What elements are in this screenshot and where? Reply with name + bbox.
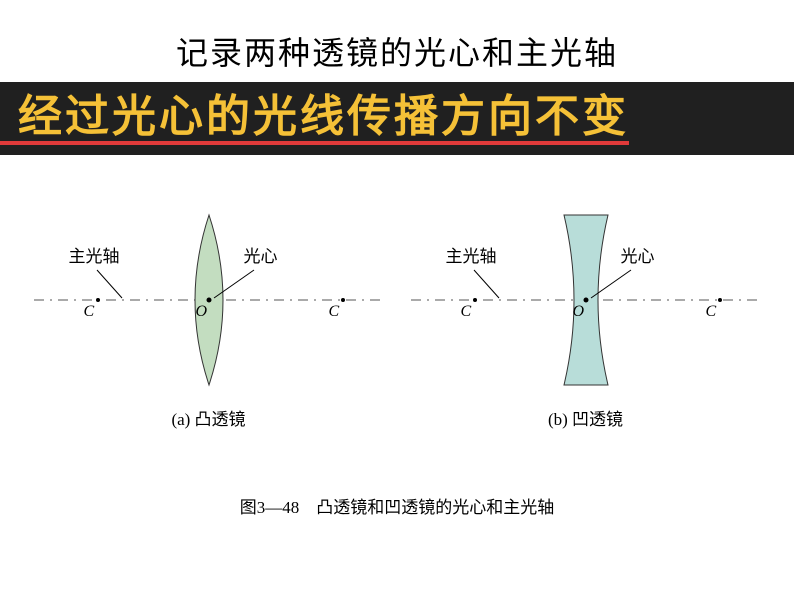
c-left-dot (96, 298, 100, 302)
diagram-concave: 主光轴 光心 C C O (b) 凹透镜 (406, 195, 766, 455)
o-label: O (573, 303, 585, 321)
c-right-dot (341, 298, 345, 302)
c-right-label: C (329, 303, 340, 321)
optical-center-dot (206, 298, 211, 303)
axis-pointer (97, 270, 122, 298)
center-label: 光心 (621, 242, 655, 267)
c-right-dot (718, 298, 722, 302)
o-label: O (196, 303, 208, 321)
c-left-label: C (461, 303, 472, 321)
diagram-b-caption: (b) 凹透镜 (406, 405, 766, 430)
diagrams-row: 主光轴 光心 C C O (a) 凸透镜 主光轴 光心 C C O (b) 凹透… (0, 195, 794, 455)
c-left-dot (473, 298, 477, 302)
axis-pointer (474, 270, 499, 298)
axis-label: 主光轴 (446, 242, 497, 267)
diagram-a-caption: (a) 凸透镜 (29, 405, 389, 430)
c-left-label: C (84, 303, 95, 321)
banner-text: 经过光心的光线传播方向不变 (0, 92, 629, 145)
figure-caption: 图3—48 凸透镜和凹透镜的光心和主光轴 (0, 493, 794, 518)
page-title: 记录两种透镜的光心和主光轴 (0, 0, 794, 74)
c-right-label: C (706, 303, 717, 321)
diagram-convex: 主光轴 光心 C C O (a) 凸透镜 (29, 195, 389, 455)
optical-center-dot (583, 298, 588, 303)
axis-label: 主光轴 (69, 242, 120, 267)
center-label: 光心 (244, 242, 278, 267)
highlight-banner: 经过光心的光线传播方向不变 (0, 82, 794, 155)
